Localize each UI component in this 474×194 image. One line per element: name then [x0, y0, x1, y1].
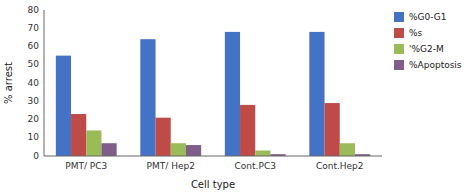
bar [171, 143, 186, 156]
bar [340, 143, 355, 156]
bar [309, 32, 324, 156]
y-tick-label: 0 [33, 151, 39, 161]
bar [71, 114, 86, 156]
x-axis-label: Cell type [191, 179, 235, 190]
legend-swatch [394, 12, 404, 22]
y-tick-label: 50 [28, 59, 40, 69]
x-tick-label: PMT/ Hep2 [147, 161, 195, 171]
legend-swatch [394, 60, 404, 70]
bar [255, 151, 270, 156]
y-tick-label: 80 [28, 5, 40, 15]
legend-label: '%G2-M [409, 44, 444, 54]
x-tick-label: Cont.Hep2 [316, 161, 364, 171]
legend-swatch [394, 28, 404, 38]
bar [186, 145, 201, 156]
legend: %G0-G1 %s '%G2-M %Apoptosis [394, 12, 462, 71]
bar [101, 143, 116, 156]
x-tick-label: Cont.PC3 [235, 161, 276, 171]
legend-label: %Apoptosis [409, 60, 462, 70]
y-axis-line [44, 10, 45, 156]
y-tick-label: 70 [28, 23, 40, 33]
chart: 0 10 20 30 40 50 60 70 80 PMT/ PC3 PMT/ Hep2 Cont.P… [0, 0, 474, 194]
bar [225, 32, 240, 156]
bar [86, 130, 101, 156]
y-tick-label: 40 [28, 78, 40, 88]
y-tick-label: 30 [28, 96, 40, 106]
bar [140, 39, 155, 156]
bars [56, 32, 370, 156]
x-axis-line [44, 156, 382, 157]
y-axis-label: % arrest [3, 62, 14, 104]
bar [56, 56, 71, 156]
y-tick-label: 60 [28, 41, 40, 51]
bar [156, 118, 171, 156]
x-tick-label: PMT/ PC3 [65, 161, 107, 171]
legend-swatch [394, 44, 404, 54]
bar [240, 105, 255, 156]
legend-label: %G0-G1 [409, 12, 447, 22]
y-tick-label: 10 [28, 132, 40, 142]
bar [325, 103, 340, 156]
y-tick-label: 20 [28, 114, 40, 124]
legend-label: %s [409, 28, 423, 38]
